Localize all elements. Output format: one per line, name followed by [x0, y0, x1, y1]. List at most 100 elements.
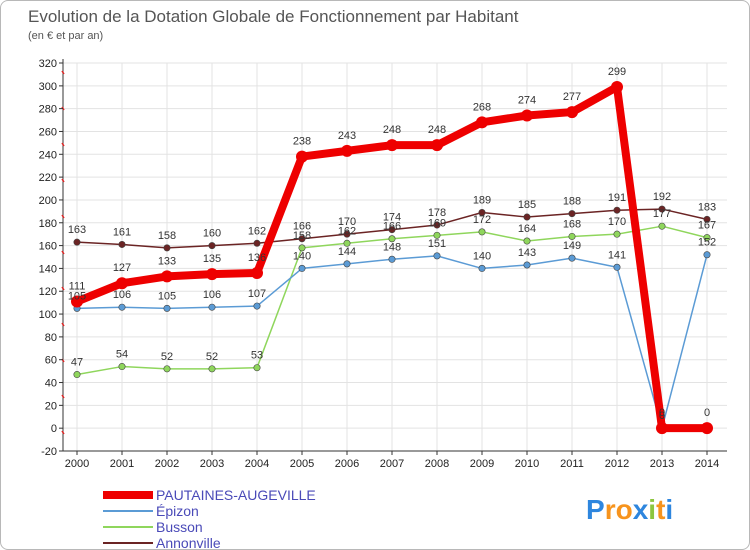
logo-letter: P	[586, 494, 605, 525]
data-label: 174	[383, 212, 401, 224]
data-label: 133	[158, 255, 176, 267]
data-label: 135	[203, 253, 221, 265]
data-label: 169	[428, 217, 446, 229]
series-point-1	[613, 263, 621, 271]
y-tick-label: 260	[39, 126, 57, 138]
data-label: 141	[608, 249, 626, 261]
data-label: 148	[383, 241, 401, 253]
data-label: 185	[518, 199, 536, 211]
y-tick-label: 220	[39, 172, 57, 184]
series-point-3	[658, 205, 666, 213]
x-tick-label: 2003	[200, 458, 224, 470]
data-label: 191	[608, 192, 626, 204]
y-tick-label: 180	[39, 218, 57, 230]
y-tick-label: 40	[45, 378, 57, 390]
y-tick-label: 280	[39, 104, 57, 116]
series-point-2	[343, 239, 351, 247]
data-label: 0	[659, 407, 665, 419]
data-label: 105	[68, 290, 86, 302]
series-point-0	[116, 277, 128, 290]
series-point-2	[433, 231, 441, 239]
data-label: 248	[383, 124, 401, 136]
logo-letter: x	[633, 494, 649, 525]
x-tick-label: 2006	[335, 458, 359, 470]
y-tick-label: 320	[39, 58, 57, 70]
y-tick-label: 160	[39, 241, 57, 253]
data-label: 238	[293, 136, 311, 148]
data-label: 140	[473, 250, 491, 262]
x-tick-label: 2013	[650, 458, 674, 470]
data-label: 0	[659, 410, 665, 422]
series-point-1	[388, 255, 396, 263]
data-label: 52	[206, 351, 218, 363]
x-tick-label: 2012	[605, 458, 629, 470]
axes	[61, 59, 727, 452]
data-label: 162	[338, 225, 356, 237]
data-label: 168	[563, 218, 581, 230]
series-point-0	[476, 116, 488, 129]
series-point-3	[568, 210, 576, 218]
data-label: 166	[383, 221, 401, 233]
x-tick-label: 2008	[425, 458, 449, 470]
series-point-0	[71, 295, 83, 308]
y-tick-label: 100	[39, 309, 57, 321]
y-tick-label: 120	[39, 286, 57, 298]
series-point-2	[253, 364, 261, 372]
data-label: 274	[518, 94, 536, 106]
series-point-1	[568, 254, 576, 262]
axis-accent-mark	[61, 142, 65, 147]
data-label: 107	[248, 288, 266, 300]
data-label: 127	[113, 262, 131, 274]
series-point-2	[658, 222, 666, 230]
data-label: 52	[161, 351, 173, 363]
series-point-2	[478, 228, 486, 236]
series-point-3	[703, 215, 711, 223]
series-point-0	[521, 109, 533, 122]
x-tick-label: 2002	[155, 458, 179, 470]
series-point-2	[388, 235, 396, 243]
x-tick-label: 2004	[245, 458, 269, 470]
series-point-1	[523, 261, 531, 269]
series-point-1	[253, 302, 261, 310]
data-label: 248	[428, 124, 446, 136]
x-tick-label: 2001	[110, 458, 134, 470]
data-label: 149	[563, 240, 581, 252]
series-point-1	[343, 260, 351, 268]
data-label: 277	[563, 91, 581, 103]
data-label: 164	[518, 223, 536, 235]
data-label: 166	[293, 221, 311, 233]
data-label: 192	[653, 191, 671, 203]
y-axis-ticks: -20 0 20 40 60 80 100 120 140 160 180 200 220 240 260 2…	[39, 58, 63, 458]
legend-label: Annonville	[156, 535, 221, 549]
series-point-3	[433, 221, 441, 229]
series-point-2	[568, 232, 576, 240]
x-tick-label: 2014	[695, 458, 719, 470]
data-label: 151	[428, 238, 446, 250]
data-label: 47	[71, 357, 83, 369]
series-point-3	[478, 208, 486, 216]
series-point-0	[611, 80, 623, 93]
y-tick-label: 80	[45, 332, 57, 344]
y-tick-label: -20	[41, 446, 57, 458]
legend-label: PAUTAINES-AUGEVILLE	[156, 487, 316, 503]
series-point-1	[118, 303, 126, 311]
x-tick-label: 2009	[470, 458, 494, 470]
logo-letter: o	[616, 494, 633, 525]
series-point-2	[208, 365, 216, 373]
data-label: 160	[203, 228, 221, 240]
data-label: 163	[68, 224, 86, 236]
series-point-1	[478, 264, 486, 272]
series-point-0	[251, 266, 263, 279]
data-label: 144	[338, 246, 356, 258]
data-label: 54	[116, 349, 128, 361]
data-label: 140	[293, 250, 311, 262]
x-tick-label: 2005	[290, 458, 314, 470]
series-point-0	[341, 144, 353, 157]
gridlines	[63, 62, 727, 452]
y-tick-label: 240	[39, 149, 57, 161]
x-axis-ticks: 2000 2001 2002 2003 2004 2005 2006 2007 2008 2009…	[65, 451, 719, 470]
data-label: 170	[338, 216, 356, 228]
series-point-1	[208, 303, 216, 311]
